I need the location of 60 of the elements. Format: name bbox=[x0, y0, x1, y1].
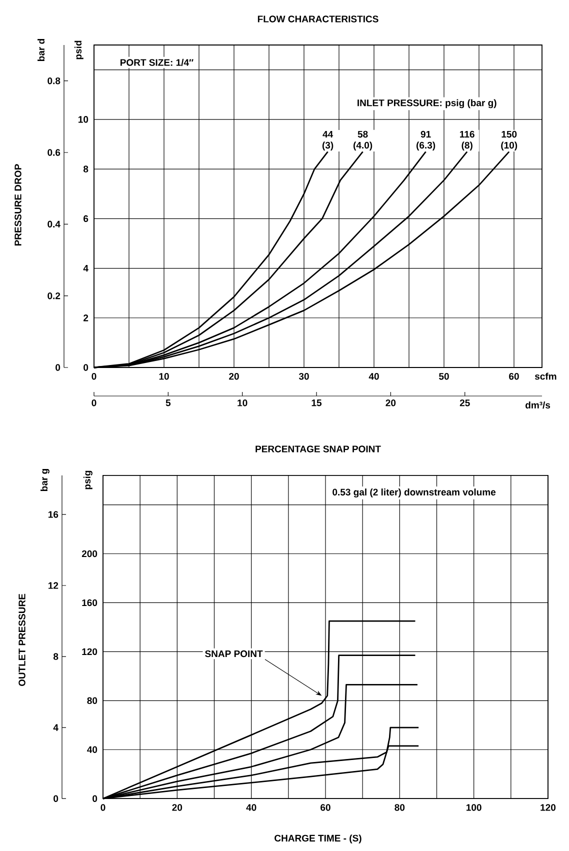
y-tick-label: 6 bbox=[84, 215, 88, 222]
y2-tick-label: 0.8 bbox=[48, 77, 60, 84]
series-label: 150 (10) bbox=[501, 130, 518, 150]
series-label: 58 (4.0) bbox=[354, 130, 372, 150]
chart-title: FLOW CHARACTERISTICS bbox=[258, 16, 378, 22]
x-tick-label: 20 bbox=[229, 373, 239, 380]
x-axis-title: scfm bbox=[534, 372, 556, 380]
y-tick-label: 120 bbox=[82, 648, 98, 656]
x-tick-label: 10 bbox=[159, 373, 169, 380]
x-tick-label: 40 bbox=[246, 804, 256, 811]
y-tick-label: 0 bbox=[84, 364, 88, 371]
x2-tick-label: 5 bbox=[166, 400, 171, 406]
y2-tick-label: 0.2 bbox=[48, 292, 60, 300]
y2-axis-title: bar d bbox=[38, 39, 45, 61]
y-tick-label: 160 bbox=[82, 599, 98, 606]
x2-tick-label: 10 bbox=[238, 400, 248, 406]
y2-tick-label: 4 bbox=[53, 724, 58, 731]
x2-tick-label: 15 bbox=[312, 400, 322, 406]
x-tick-label: 80 bbox=[394, 804, 405, 811]
x-tick-label: 50 bbox=[439, 373, 449, 380]
y-tick-label: 40 bbox=[87, 746, 98, 753]
x-tick-label: 60 bbox=[320, 804, 330, 811]
x-tick-label: 0 bbox=[100, 804, 106, 811]
y-tick-label: 200 bbox=[82, 550, 98, 558]
y-axis-title: psig bbox=[84, 470, 92, 490]
x2-tick-label: 25 bbox=[460, 400, 470, 406]
chart-title: PERCENTAGE SNAP POINT bbox=[256, 446, 381, 452]
y2-tick-label: 16 bbox=[48, 511, 58, 518]
series-label: 44 (3) bbox=[322, 130, 334, 150]
y2-axis-title: bar g bbox=[40, 469, 50, 491]
y-tick-label: 4 bbox=[83, 264, 88, 272]
y-tick-label: 2 bbox=[84, 314, 88, 322]
x-tick-label: 30 bbox=[298, 373, 309, 380]
x-tick-label: 40 bbox=[368, 373, 379, 380]
y2-tick-label: 0.4 bbox=[48, 220, 60, 228]
annotation: 0.53 gal (2 liter) downstream volume bbox=[332, 488, 496, 498]
x2-axis-title: dm³/s bbox=[526, 402, 550, 409]
y-tick-label: 10 bbox=[78, 116, 88, 123]
x-tick-label: 60 bbox=[509, 373, 519, 380]
x-tick-label: 100 bbox=[466, 804, 482, 811]
series-label: 116 (8) bbox=[460, 130, 474, 150]
y-tick-label: 80 bbox=[87, 697, 98, 704]
y2-tick-label: 0 bbox=[54, 795, 58, 802]
x-axis-title: CHARGE TIME - (S) bbox=[274, 834, 362, 844]
text: OUTLET PRESSURE bbox=[18, 594, 26, 686]
y2-tick-label: 0.6 bbox=[48, 149, 60, 156]
annotation: INLET PRESSURE: psig (bar g) bbox=[358, 99, 496, 108]
x-tick-label: 20 bbox=[172, 804, 182, 811]
series-label: 91 (6.3) bbox=[416, 130, 436, 150]
x2-tick-label: 20 bbox=[386, 400, 396, 406]
y2-tick-label: 0 bbox=[56, 364, 60, 371]
x-tick-label: 120 bbox=[540, 804, 556, 811]
y-axis-title: psid bbox=[74, 40, 84, 60]
y2-tick-label: 8 bbox=[53, 653, 58, 660]
y-tick-label: 0 bbox=[92, 795, 98, 802]
annotation: SNAP POINT bbox=[205, 650, 263, 658]
annotation: PORT SIZE: 1/4″ bbox=[120, 58, 194, 66]
y-tick-label: 8 bbox=[83, 166, 88, 172]
text: PRESSURE DROP bbox=[14, 164, 22, 246]
y2-tick-label: 12 bbox=[48, 582, 58, 589]
